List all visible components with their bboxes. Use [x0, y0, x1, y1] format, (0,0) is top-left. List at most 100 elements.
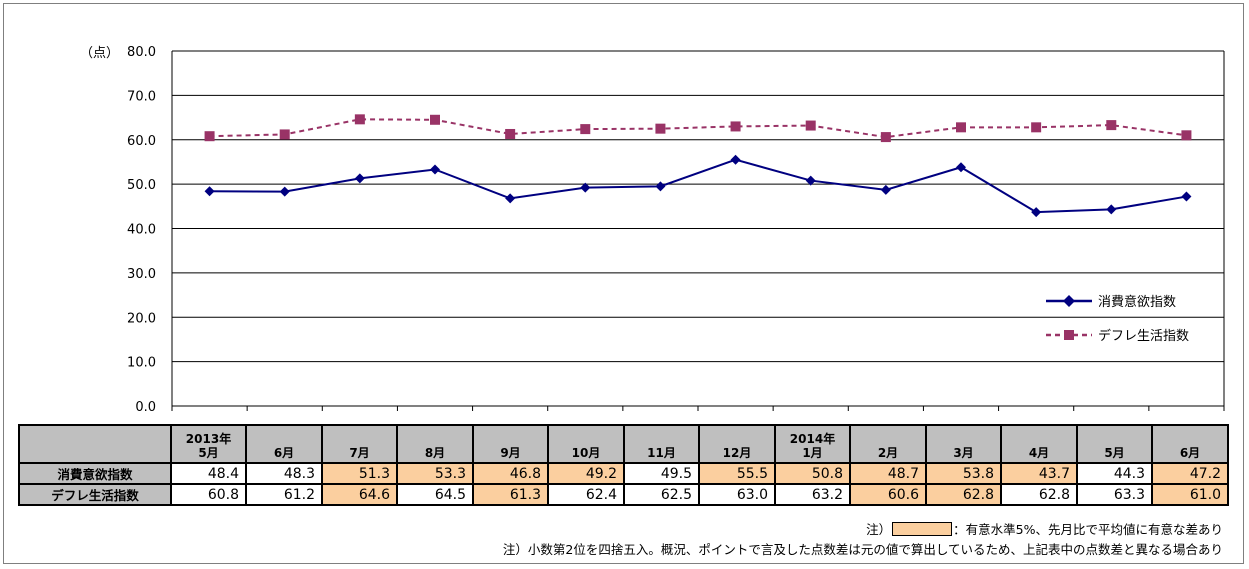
- column-header: 7月: [321, 424, 398, 464]
- table-cell: 60.6: [849, 483, 927, 506]
- header-month: 9月: [500, 446, 521, 460]
- series-line-deflation: [209, 118, 1187, 139]
- column-header: 3月: [925, 424, 1002, 464]
- note-prefix: 注）: [866, 522, 892, 537]
- header-year: [855, 432, 921, 446]
- data-point-consumption: [956, 162, 966, 173]
- highlight-swatch: [892, 522, 953, 536]
- column-header: 8月: [396, 424, 474, 464]
- data-point-deflation: [1031, 122, 1042, 133]
- y-unit-label: （点）: [80, 46, 119, 61]
- header-year: [1006, 432, 1072, 446]
- table-cell: 50.8: [774, 462, 851, 485]
- table-cell: 48.4: [170, 462, 247, 485]
- table-cell: 44.3: [1076, 462, 1153, 485]
- gridlines: [172, 50, 1224, 407]
- diamond-marker-icon: [1063, 295, 1075, 307]
- table-cell: 61.2: [245, 483, 323, 506]
- header-month: 5月: [198, 446, 219, 460]
- legend-item-consumption: 消費意欲指数: [1046, 294, 1176, 310]
- note-rounding: 注）小数第2位を四捨五入。概況、ポイントで言及した点数差は元の値で算出しているた…: [502, 542, 1223, 557]
- legend-label-deflation: デフレ生活指数: [1098, 328, 1189, 344]
- header-year: [553, 432, 619, 446]
- data-point-deflation: [204, 131, 215, 142]
- table-cell: 53.3: [396, 462, 474, 485]
- data-point-consumption: [430, 164, 440, 175]
- square-marker-icon: [1064, 330, 1074, 340]
- y-axis-tick-labels: 0.0 10.0 20.0 30.0 40.0 50.0 60.0 70.0 80.0: [127, 45, 156, 415]
- series-lines: [209, 118, 1187, 214]
- y-tick-label: 20.0: [127, 311, 156, 326]
- table-cell: 63.2: [774, 483, 851, 506]
- data-point-consumption: [354, 173, 365, 184]
- header-year: 2013年: [185, 432, 232, 446]
- data-point-deflation: [505, 128, 516, 139]
- column-header: 5月: [1076, 424, 1153, 464]
- data-point-deflation: [880, 132, 891, 143]
- header-year: [1082, 432, 1147, 446]
- data-point-deflation: [956, 122, 966, 133]
- table-cell: 49.2: [547, 462, 625, 485]
- header-month: 7月: [349, 446, 370, 460]
- header-year: [704, 432, 770, 446]
- table-cell: 62.8: [1000, 483, 1078, 506]
- column-header: 6月: [245, 424, 323, 464]
- header-month: 3月: [953, 446, 974, 460]
- note-significance: 注） ：有意水準5%、先月比で平均値に有意な差あり: [866, 519, 1223, 538]
- y-tick-label: 70.0: [127, 89, 156, 104]
- table-cell: 62.4: [547, 483, 625, 506]
- column-header: 6月: [1151, 424, 1229, 464]
- chart-frame: [3, 3, 1244, 564]
- data-point-consumption: [1106, 204, 1117, 215]
- table-cell: 63.3: [1076, 483, 1153, 506]
- table-cell: 47.2: [1151, 462, 1229, 485]
- data-point-deflation: [279, 129, 290, 140]
- data-point-deflation: [805, 120, 816, 131]
- x-axis: [171, 51, 1225, 411]
- table-cell: 62.5: [623, 483, 700, 506]
- data-point-consumption: [580, 182, 591, 193]
- y-tick-label: 60.0: [127, 134, 156, 149]
- table-row-deflation: デフレ生活指数 60.8 61.2 64.6 64.5 61.3 62.4 62.5 63.0…: [18, 483, 1229, 506]
- table-row-consumption: 消費意欲指数 48.4 48.3 51.3 53.3 46.8 49.2 49.5 55.5 5…: [18, 462, 1229, 485]
- column-header: 2014年 1月: [774, 424, 851, 464]
- table-cell: 64.6: [321, 483, 398, 506]
- legend-label-consumption: 消費意欲指数: [1098, 294, 1176, 310]
- data-point-consumption: [204, 186, 215, 197]
- note-text: ：有意水準5%、先月比で平均値に有意な差あり: [953, 522, 1223, 537]
- data-point-consumption: [730, 154, 741, 165]
- header-year: [327, 432, 392, 446]
- table-cell: 46.8: [472, 462, 549, 485]
- data-point-deflation: [655, 123, 666, 134]
- table-cell: 60.8: [170, 483, 247, 506]
- data-point-consumption: [1031, 207, 1042, 218]
- header-month: 1月: [802, 446, 823, 460]
- column-header: 4月: [1000, 424, 1078, 464]
- data-point-deflation: [580, 124, 591, 135]
- table-cell: 48.7: [849, 462, 927, 485]
- header-month: 4月: [1028, 446, 1050, 460]
- y-tick-label: 0.0: [135, 400, 156, 415]
- data-point-deflation: [354, 114, 365, 125]
- line-chart: （点） 0.010.020.030.040.050.060.070.080.0 …: [80, 45, 1225, 415]
- column-header: 9月: [472, 424, 549, 464]
- table-cell: 51.3: [321, 462, 398, 485]
- table-cell: 64.5: [396, 483, 474, 506]
- y-tick-label: 50.0: [127, 178, 156, 193]
- data-point-consumption: [279, 186, 290, 197]
- data-point-deflation: [730, 121, 741, 132]
- table-cell: 63.0: [698, 483, 776, 506]
- table-cell: 62.8: [925, 483, 1002, 506]
- data-point-consumption: [655, 181, 666, 192]
- header-year: [402, 432, 468, 446]
- header-month: 6月: [273, 446, 295, 460]
- row-label: デフレ生活指数: [18, 483, 172, 506]
- table-cell: 48.3: [245, 462, 323, 485]
- data-point-deflation: [430, 114, 440, 125]
- header-month: 5月: [1104, 446, 1125, 460]
- table-header-row: 2013年 5月 6月 7月 8月 9月 10月 11月 12月 2014年 1月 2月 3月 4月 5月 6…: [18, 424, 1229, 464]
- data-point-deflation: [1106, 120, 1117, 131]
- header-month: 12月: [722, 446, 752, 460]
- column-header: 11月: [623, 424, 700, 464]
- table-cell: 61.3: [472, 483, 549, 506]
